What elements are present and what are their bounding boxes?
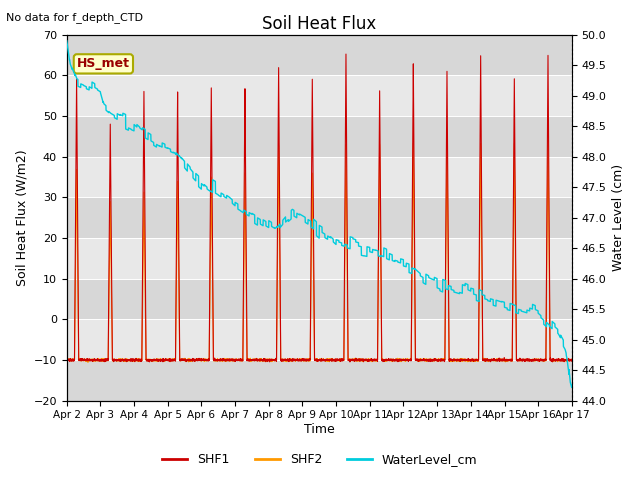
Text: HS_met: HS_met (77, 57, 130, 71)
Y-axis label: Soil Heat Flux (W/m2): Soil Heat Flux (W/m2) (15, 149, 28, 286)
Title: Soil Heat Flux: Soil Heat Flux (262, 15, 376, 33)
Bar (67, 360, 572, 401)
Bar (67, 35, 572, 75)
Bar (67, 238, 572, 279)
Bar (67, 197, 572, 238)
Legend: SHF1, SHF2, WaterLevel_cm: SHF1, SHF2, WaterLevel_cm (157, 448, 483, 471)
Bar (67, 156, 572, 197)
Y-axis label: Water Level (cm): Water Level (cm) (612, 164, 625, 271)
Bar (67, 279, 572, 319)
Bar (67, 116, 572, 156)
Bar (67, 319, 572, 360)
Bar (67, 75, 572, 116)
Text: No data for f_depth_CTD: No data for f_depth_CTD (6, 12, 143, 23)
X-axis label: Time: Time (304, 423, 335, 436)
